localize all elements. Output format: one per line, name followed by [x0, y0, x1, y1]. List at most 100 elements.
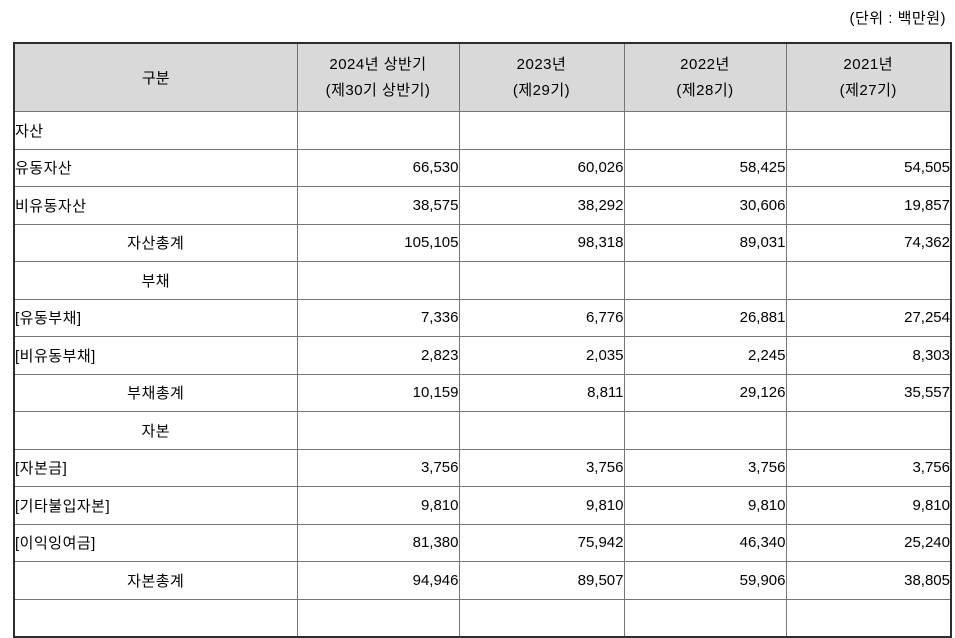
header-cell-gubun: 구분 — [13, 42, 298, 112]
value-cell: 3,756 — [785, 448, 952, 487]
value-cell: 27,254 — [785, 298, 952, 337]
value-cell: 9,810 — [296, 486, 460, 525]
row-label: [유동부채] — [13, 298, 298, 337]
value-cell: 2,823 — [296, 336, 460, 375]
value-cell — [623, 598, 787, 638]
value-cell — [623, 411, 787, 450]
value-cell — [296, 411, 460, 450]
value-cell: 59,906 — [623, 561, 787, 600]
table-row: 비유동자산 38,575 38,292 30,606 19,857 — [13, 186, 952, 225]
value-cell — [296, 261, 460, 300]
table-row: 부채총계 10,159 8,811 29,126 35,557 — [13, 373, 952, 412]
table-row: [기타불입자본] 9,810 9,810 9,810 9,810 — [13, 486, 952, 525]
value-cell — [623, 111, 787, 150]
value-cell — [785, 411, 952, 450]
value-cell: 2,035 — [458, 336, 625, 375]
value-cell: 81,380 — [296, 523, 460, 562]
table-row: 부채 — [13, 261, 952, 300]
document-page: { "unit_label": "(단위 : 백만원)", "table": {… — [13, 10, 952, 638]
value-cell: 6,776 — [458, 298, 625, 337]
row-label: [이익잉여금] — [13, 523, 298, 562]
value-cell: 38,292 — [458, 186, 625, 225]
table-row: [비유동부채] 2,823 2,035 2,245 8,303 — [13, 336, 952, 375]
table-header-row: 구분 2024년 상반기 (제30기 상반기) 2023년 (제29기) 2022년 (제2… — [13, 42, 952, 112]
value-cell: 75,942 — [458, 523, 625, 562]
value-cell: 3,756 — [296, 448, 460, 487]
value-cell: 3,756 — [623, 448, 787, 487]
row-label: 비유동자산 — [13, 186, 298, 225]
row-label: 부채 — [13, 261, 298, 300]
value-cell: 35,557 — [785, 373, 952, 412]
header-cell-year-2: 2022년 (제28기) — [623, 42, 787, 112]
value-cell: 25,240 — [785, 523, 952, 562]
value-cell — [623, 261, 787, 300]
value-cell: 94,946 — [296, 561, 460, 600]
header-period-line: (제27기) — [839, 81, 897, 99]
unit-label: (단위 : 백만원) — [849, 10, 946, 27]
header-year-line: 2022년 — [680, 55, 730, 73]
value-cell: 7,336 — [296, 298, 460, 337]
value-cell: 19,857 — [785, 186, 952, 225]
row-label: 부채총계 — [13, 373, 298, 412]
value-cell — [458, 598, 625, 638]
value-cell — [458, 261, 625, 300]
header-year-line: 2021년 — [843, 55, 894, 73]
table-row: 자산총계 105,105 98,318 89,031 74,362 — [13, 223, 952, 262]
value-cell: 9,810 — [623, 486, 787, 525]
value-cell — [296, 111, 460, 150]
value-cell — [785, 111, 952, 150]
value-cell: 98,318 — [458, 223, 625, 262]
value-cell: 58,425 — [623, 148, 787, 187]
value-cell: 9,810 — [785, 486, 952, 525]
header-period-line: (제30기 상반기) — [325, 81, 431, 99]
table-row: 유동자산 66,530 60,026 58,425 54,505 — [13, 148, 952, 187]
row-label: [기타불입자본] — [13, 486, 298, 525]
value-cell: 9,810 — [458, 486, 625, 525]
row-label: [자본금] — [13, 448, 298, 487]
value-cell: 60,026 — [458, 148, 625, 187]
financial-summary-table: 구분 2024년 상반기 (제30기 상반기) 2023년 (제29기) 2022년 (제2… — [13, 42, 952, 638]
value-cell — [785, 261, 952, 300]
header-cell-year-0: 2024년 상반기 (제30기 상반기) — [296, 42, 460, 112]
table-body: 자산 유동자산 66,530 60,026 58,425 54,505 비유동자산 38,57… — [13, 111, 952, 638]
header-year-line: 2023년 — [516, 55, 567, 73]
value-cell: 3,756 — [458, 448, 625, 487]
value-cell: 89,507 — [458, 561, 625, 600]
value-cell: 10,159 — [296, 373, 460, 412]
table-row: 자본 — [13, 411, 952, 450]
value-cell — [458, 411, 625, 450]
value-cell: 30,606 — [623, 186, 787, 225]
row-label: 자산 — [13, 111, 298, 150]
table-row: 자산 — [13, 111, 952, 150]
header-cell-year-1: 2023년 (제29기) — [458, 42, 625, 112]
table-row: [유동부채] 7,336 6,776 26,881 27,254 — [13, 298, 952, 337]
value-cell: 54,505 — [785, 148, 952, 187]
row-label: [비유동부채] — [13, 336, 298, 375]
value-cell: 8,811 — [458, 373, 625, 412]
value-cell: 46,340 — [623, 523, 787, 562]
value-cell: 26,881 — [623, 298, 787, 337]
row-label: 자산총계 — [13, 223, 298, 262]
value-cell — [785, 598, 952, 638]
header-year-line: 2024년 상반기 — [329, 55, 427, 73]
value-cell: 8,303 — [785, 336, 952, 375]
value-cell — [458, 111, 625, 150]
value-cell: 89,031 — [623, 223, 787, 262]
header-period-line: (제29기) — [512, 81, 571, 99]
value-cell: 105,105 — [296, 223, 460, 262]
value-cell: 38,575 — [296, 186, 460, 225]
value-cell: 29,126 — [623, 373, 787, 412]
table-row: [자본금] 3,756 3,756 3,756 3,756 — [13, 448, 952, 487]
value-cell: 74,362 — [785, 223, 952, 262]
table-row: [이익잉여금] 81,380 75,942 46,340 25,240 — [13, 523, 952, 562]
table-row-clipped — [13, 598, 952, 638]
header-cell-year-3: 2021년 (제27기) — [785, 42, 952, 112]
row-label: 자본총계 — [13, 561, 298, 600]
value-cell: 66,530 — [296, 148, 460, 187]
header-period-line: (제28기) — [676, 81, 734, 99]
row-label: 유동자산 — [13, 148, 298, 187]
value-cell — [13, 598, 298, 638]
row-label: 자본 — [13, 411, 298, 450]
table-row: 자본총계 94,946 89,507 59,906 38,805 — [13, 561, 952, 600]
value-cell: 38,805 — [785, 561, 952, 600]
